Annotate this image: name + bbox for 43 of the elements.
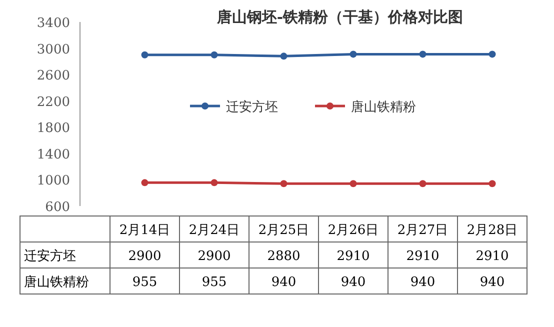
legend-label: 唐山铁精粉 [351,100,416,115]
data-label: 940 [340,275,366,290]
x-tick-label: 2月25日 [258,223,310,238]
y-tick-label: 3000 [36,42,70,58]
data-label: 2900 [198,249,231,264]
point [350,50,357,58]
data-label: 940 [480,275,505,290]
point [280,52,288,60]
point [488,180,496,188]
x-tick-label: 2月28日 [466,223,518,238]
y-tick-label: 1000 [36,174,70,189]
data-label: 940 [271,275,296,290]
y-tick-label: 1800 [36,121,70,136]
y-tick-label: 600 [45,200,70,215]
y-tick-label: 2600 [36,68,70,84]
y-tick-label: 2200 [36,94,70,110]
chart-title: 唐山钢坯-铁精粉（干基）价格对比图 [216,8,464,26]
text: 迁安方坯 [24,249,76,264]
data-label: 955 [202,275,227,290]
data-label: 2910 [406,249,440,264]
data-label: 2900 [128,249,162,264]
point [419,50,426,58]
data-label: 2910 [336,249,370,264]
point [210,51,218,58]
text: 唐山铁精粉 [24,275,89,290]
y-tick-label: 3400 [36,16,70,31]
x-tick-label: 2月24日 [188,223,240,238]
legend-label: 迁安方坯 [226,99,278,115]
point [488,50,496,58]
x-tick-label: 2月27日 [397,223,448,238]
data-label: 2880 [267,249,300,264]
data-label: 940 [410,275,436,290]
data-label: 955 [132,275,158,290]
data-label: 2910 [476,249,509,264]
point [350,180,357,188]
point [141,179,148,186]
y-tick-label: 1400 [36,147,70,162]
point [210,179,218,186]
point [419,180,426,188]
point [141,51,148,58]
point [280,180,288,188]
x-tick-label: 2月14日 [119,223,170,238]
x-tick-label: 2月26日 [328,223,379,238]
